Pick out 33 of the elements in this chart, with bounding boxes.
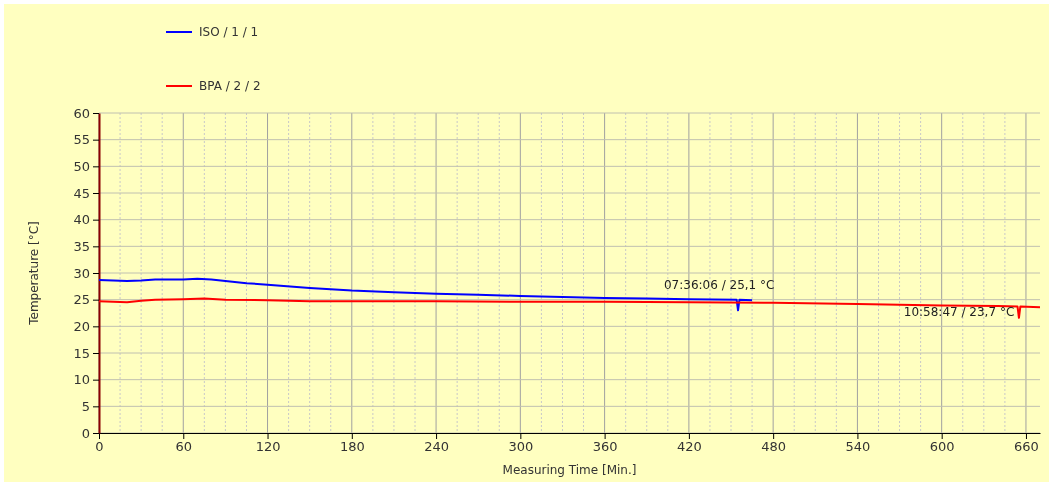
x-tick-label: 420 — [676, 439, 702, 455]
y-tick-label: 20 — [73, 318, 90, 334]
x-tick-label: 540 — [845, 439, 871, 455]
annotation: 07:36:06 / 25,1 °C — [663, 278, 775, 293]
x-tick-label: 180 — [339, 439, 365, 455]
x-tick-label: 60 — [175, 439, 193, 455]
x-tick-label: 360 — [592, 439, 618, 455]
y-tick-label: 30 — [73, 265, 90, 281]
line-series — [98, 277, 754, 312]
legend-label: ISO / 1 / 1 — [199, 25, 259, 39]
y-tick-label: 5 — [81, 398, 90, 414]
y-tick-label: 60 — [73, 105, 90, 121]
annotation: 10:58:47 / 23,7 °C — [903, 304, 1015, 319]
y-tick-label: 45 — [73, 185, 90, 201]
x-tick-label: 660 — [1014, 439, 1039, 455]
x-tick-label: 0 — [95, 439, 104, 455]
x-tick-label: 300 — [508, 439, 534, 455]
y-tick-label: 10 — [73, 372, 90, 388]
legend-label: BPA / 2 / 2 — [199, 79, 261, 93]
x-tick-label: 120 — [255, 439, 281, 455]
x-axis-title: Measuring Time [Min.] — [502, 463, 637, 477]
y-tick-label: 55 — [73, 132, 90, 148]
y-tick-label: 0 — [81, 425, 90, 441]
y-tick-label: 35 — [73, 238, 90, 254]
y-tick-label: 15 — [73, 345, 90, 361]
x-tick-label: 600 — [929, 439, 955, 455]
x-tick-label: 480 — [761, 439, 787, 455]
y-tick-label: 25 — [73, 292, 90, 308]
line-series — [98, 297, 1041, 319]
y-tick-label: 40 — [73, 212, 90, 228]
y-tick-label: 50 — [73, 158, 90, 174]
x-tick-label: 240 — [424, 439, 449, 455]
y-axis-title: Temperature [°C] — [27, 221, 41, 326]
